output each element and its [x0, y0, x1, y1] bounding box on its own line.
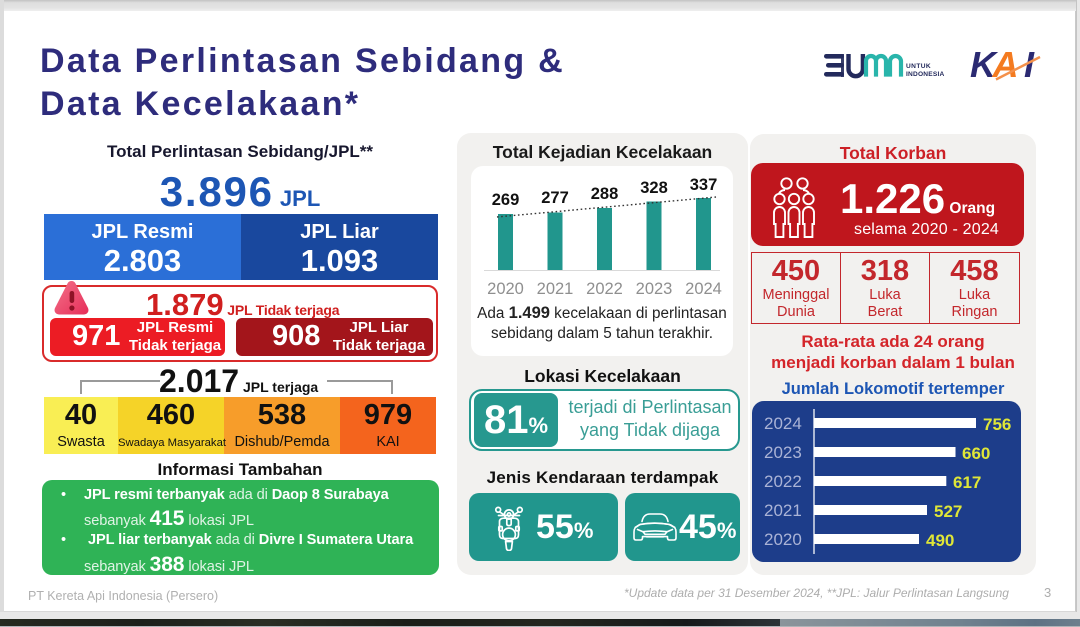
svg-text:2021: 2021 [764, 501, 802, 520]
svg-text:288: 288 [591, 185, 619, 203]
svg-text:337: 337 [690, 176, 718, 194]
svg-text:277: 277 [541, 189, 569, 207]
svg-text:660: 660 [962, 444, 990, 463]
svg-text:2024: 2024 [764, 414, 802, 433]
svg-text:2022: 2022 [764, 472, 802, 491]
svg-text:328: 328 [640, 179, 668, 197]
svg-text:UNTUK: UNTUK [906, 63, 931, 70]
svg-text:2020: 2020 [487, 280, 524, 298]
svg-text:2024: 2024 [685, 280, 722, 298]
svg-text:2020: 2020 [764, 530, 802, 549]
svg-text:756: 756 [983, 415, 1011, 434]
svg-text:2023: 2023 [764, 443, 802, 462]
svg-text:INDONESIA: INDONESIA [906, 71, 944, 78]
svg-text:A: A [992, 44, 1019, 82]
svg-text:2023: 2023 [636, 280, 673, 298]
svg-text:269: 269 [492, 191, 520, 209]
svg-text:490: 490 [926, 531, 954, 550]
svg-text:527: 527 [934, 502, 962, 521]
svg-text:K: K [970, 44, 999, 82]
svg-text:617: 617 [953, 473, 981, 492]
svg-text:2022: 2022 [586, 280, 623, 298]
svg-text:2021: 2021 [537, 280, 574, 298]
